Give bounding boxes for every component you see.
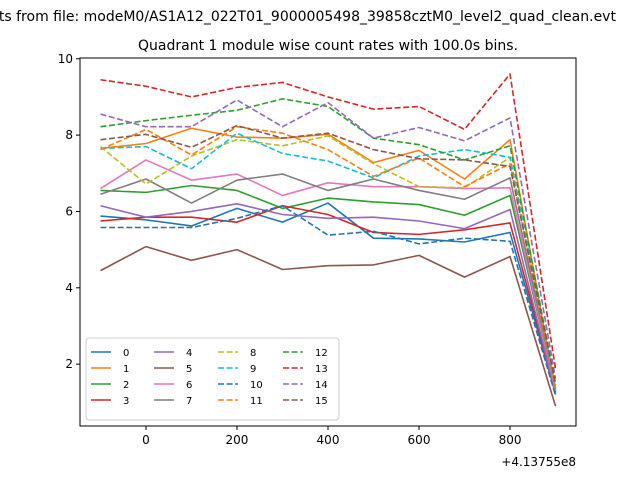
legend-label-7: 7 — [186, 396, 192, 407]
series-line-14 — [100, 99, 557, 379]
legend-label-0: 0 — [123, 348, 129, 359]
y-tick-label: 6 — [65, 204, 73, 218]
legend-label-8: 8 — [250, 348, 256, 359]
series-layer — [99, 73, 557, 407]
legend-label-9: 9 — [250, 364, 256, 375]
legend-label-12: 12 — [315, 348, 328, 359]
figure-suptitle: Plots from file: modeM0/AS1A12_022T01_90… — [0, 9, 616, 25]
series-line-8 — [99, 135, 557, 388]
y-tick-label: 8 — [65, 128, 73, 142]
x-tick-label: 400 — [317, 433, 340, 447]
x-tick-label: 200 — [226, 433, 249, 447]
legend-label-4: 4 — [186, 348, 192, 359]
legend-label-1: 1 — [123, 364, 129, 375]
series-line-10 — [100, 204, 557, 396]
legend-label-14: 14 — [315, 380, 328, 391]
chart-title: Quadrant 1 module wise count rates with … — [138, 38, 518, 54]
legend-label-3: 3 — [123, 396, 129, 407]
series-line-1 — [100, 127, 557, 392]
series-line-11 — [100, 125, 557, 390]
legend-label-2: 2 — [123, 380, 129, 391]
x-axis: 0 200 400 600 800 — [142, 426, 521, 447]
series-line-3 — [100, 204, 557, 393]
legend-label-13: 13 — [315, 364, 328, 375]
legend-label-5: 5 — [186, 364, 192, 375]
series-line-7 — [100, 173, 557, 390]
legend-label-11: 11 — [250, 396, 263, 407]
series-line-12 — [100, 98, 557, 386]
series-line-13 — [100, 73, 557, 369]
legend-label-6: 6 — [186, 380, 192, 391]
y-axis: 2 4 6 8 10 — [58, 52, 80, 371]
x-tick-label: 0 — [142, 433, 150, 447]
series-line-2 — [100, 184, 557, 391]
x-tick-label: 600 — [408, 433, 431, 447]
y-tick-label: 2 — [65, 357, 73, 371]
x-offset-label: +4.13755e8 — [501, 455, 576, 469]
series-line-6 — [100, 159, 557, 392]
series-line-4 — [100, 203, 557, 395]
legend-box — [85, 337, 340, 421]
series-line-9 — [100, 132, 557, 388]
y-tick-label: 10 — [58, 52, 73, 66]
series-line-5 — [100, 245, 557, 407]
x-tick-label: 800 — [499, 433, 522, 447]
legend-label-15: 15 — [315, 396, 328, 407]
legend-label-10: 10 — [250, 380, 263, 391]
series-line-15 — [100, 124, 557, 384]
y-tick-label: 4 — [65, 281, 73, 295]
